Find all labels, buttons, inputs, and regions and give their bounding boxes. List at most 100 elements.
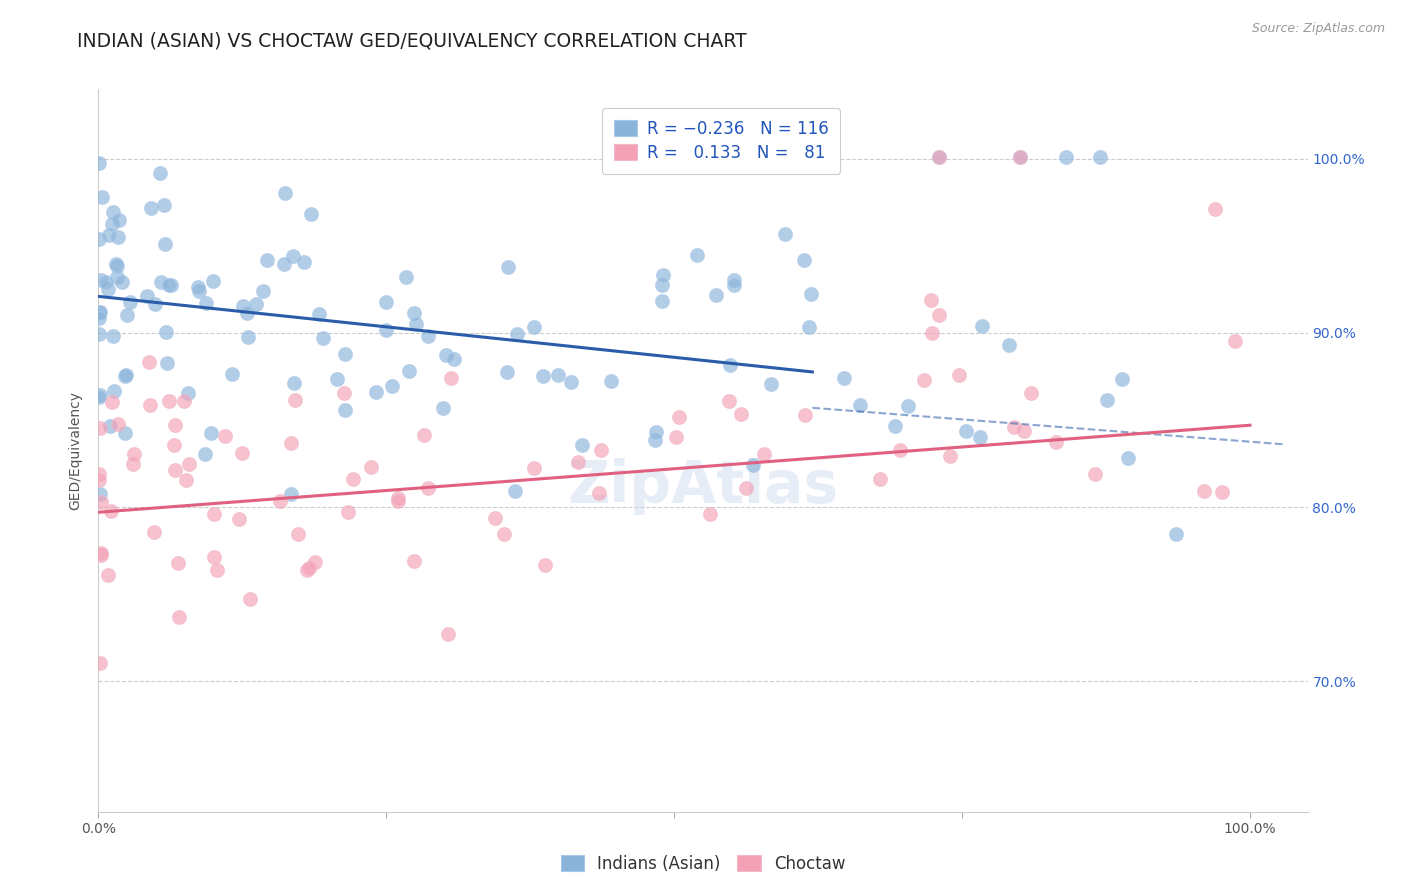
Choctaw [304,555,326,569]
Indians (Asian) [89,305,111,319]
Choctaw [912,373,935,387]
Choctaw [89,474,111,488]
Indians (Asian) [141,201,163,215]
Indians (Asian) [432,401,454,416]
Indians (Asian) [107,269,129,284]
Indians (Asian) [280,487,302,501]
Indians (Asian) [101,328,124,343]
Indians (Asian) [90,190,112,204]
Indians (Asian) [176,386,198,401]
Indians (Asian) [221,368,243,382]
Indians (Asian) [364,384,387,399]
Choctaw [107,417,129,432]
Choctaw [1084,467,1107,481]
Indians (Asian) [87,390,110,404]
Choctaw [1002,419,1025,434]
Indians (Asian) [111,275,134,289]
Indians (Asian) [107,229,129,244]
Indians (Asian) [723,277,745,292]
Indians (Asian) [149,166,172,180]
Indians (Asian) [723,273,745,287]
Indians (Asian) [333,347,356,361]
Indians (Asian) [718,358,741,372]
Choctaw [793,408,815,422]
Indians (Asian) [374,294,396,309]
Indians (Asian) [87,232,110,246]
Indians (Asian) [115,368,138,382]
Choctaw [337,505,360,519]
Indians (Asian) [651,268,673,282]
Choctaw [387,491,409,505]
Text: Source: ZipAtlas.com: Source: ZipAtlas.com [1251,22,1385,36]
Indians (Asian) [498,260,520,274]
Choctaw [89,657,111,671]
Choctaw [412,428,434,442]
Indians (Asian) [1111,372,1133,386]
Indians (Asian) [326,372,349,386]
Indians (Asian) [651,294,673,309]
Choctaw [699,508,721,522]
Indians (Asian) [503,484,526,499]
Choctaw [90,494,112,508]
Indians (Asian) [599,375,621,389]
Choctaw [202,550,225,565]
Indians (Asian) [571,438,593,452]
Indians (Asian) [195,295,218,310]
Choctaw [101,395,124,409]
Choctaw [298,560,321,574]
Choctaw [238,592,260,607]
Indians (Asian) [1116,450,1139,465]
Choctaw [440,371,463,385]
Indians (Asian) [928,150,950,164]
Indians (Asian) [523,319,546,334]
Indians (Asian) [849,399,872,413]
Choctaw [1192,484,1215,499]
Choctaw [138,355,160,369]
Indians (Asian) [87,156,110,170]
Indians (Asian) [157,278,180,293]
Choctaw [492,527,515,541]
Choctaw [928,308,950,322]
Indians (Asian) [187,285,209,299]
Indians (Asian) [531,368,554,383]
Choctaw [948,368,970,383]
Indians (Asian) [200,426,222,441]
Choctaw [735,481,758,495]
Choctaw [938,449,960,463]
Choctaw [567,455,589,469]
Choctaw [167,610,190,624]
Indians (Asian) [1054,150,1077,164]
Choctaw [360,460,382,475]
Indians (Asian) [194,447,217,461]
Legend: R = −0.236   N = 116, R =   0.133   N =   81: R = −0.236 N = 116, R = 0.133 N = 81 [602,108,841,174]
Indians (Asian) [104,257,127,271]
Choctaw [889,442,911,457]
Indians (Asian) [187,280,209,294]
Choctaw [177,458,200,472]
Choctaw [163,437,186,451]
Choctaw [437,627,460,641]
Indians (Asian) [644,434,666,448]
Indians (Asian) [103,384,125,398]
Indians (Asian) [252,284,274,298]
Choctaw [157,393,180,408]
Choctaw [730,407,752,421]
Indians (Asian) [152,197,174,211]
Indians (Asian) [89,305,111,319]
Choctaw [534,558,557,572]
Choctaw [202,507,225,521]
Indians (Asian) [704,288,727,302]
Indians (Asian) [335,403,357,417]
Indians (Asian) [98,419,121,434]
Choctaw [122,447,145,461]
Indians (Asian) [89,487,111,501]
Choctaw [484,510,506,524]
Choctaw [167,556,190,570]
Indians (Asian) [153,237,176,252]
Indians (Asian) [381,378,404,392]
Indians (Asian) [955,425,977,439]
Indians (Asian) [160,278,183,293]
Indians (Asian) [274,186,297,200]
Choctaw [928,150,950,164]
Choctaw [402,554,425,568]
